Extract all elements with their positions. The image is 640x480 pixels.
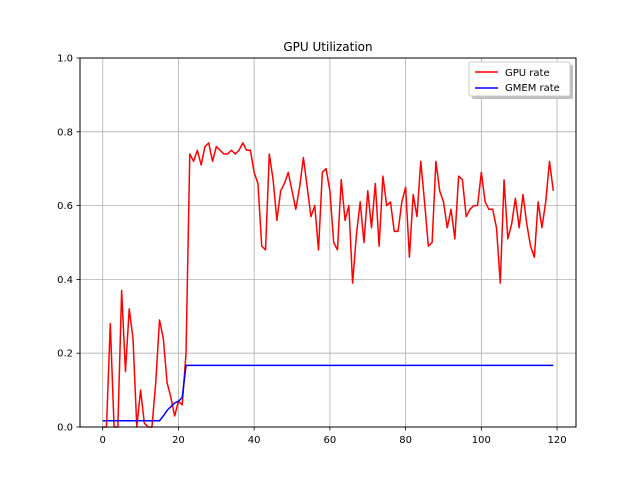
x-tick-label: 20 (172, 435, 185, 446)
y-tick-label: 0.6 (57, 201, 73, 212)
legend: GPU rate GMEM rate (468, 61, 573, 99)
y-tick-label: 1.0 (57, 54, 73, 65)
x-tick-label: 40 (248, 435, 261, 446)
y-tick-label: 0.0 (57, 423, 73, 434)
x-tick-label: 60 (324, 435, 337, 446)
y-tick-label: 0.8 (57, 127, 73, 138)
plot-frame (79, 57, 577, 428)
series-line-gpu-rate (102, 142, 555, 428)
y-tick-label: 0.2 (57, 349, 73, 360)
x-axis: 0 20 40 60 80 100 120 (100, 427, 567, 446)
series-line-gmem-rate (102, 364, 554, 422)
x-tick-label: 80 (399, 435, 412, 446)
x-tick-label: 100 (472, 435, 491, 446)
y-axis: 0.0 0.2 0.4 0.6 0.8 1.0 (57, 54, 80, 434)
x-tick-label: 120 (548, 435, 567, 446)
x-tick-label: 0 (100, 435, 106, 446)
chart-title: GPU Utilization (283, 40, 372, 54)
legend-label-gmem-rate: GMEM rate (505, 83, 560, 94)
y-tick-label: 0.4 (57, 275, 73, 286)
series-layer (102, 142, 555, 428)
legend-label-gpu-rate: GPU rate (505, 68, 550, 79)
